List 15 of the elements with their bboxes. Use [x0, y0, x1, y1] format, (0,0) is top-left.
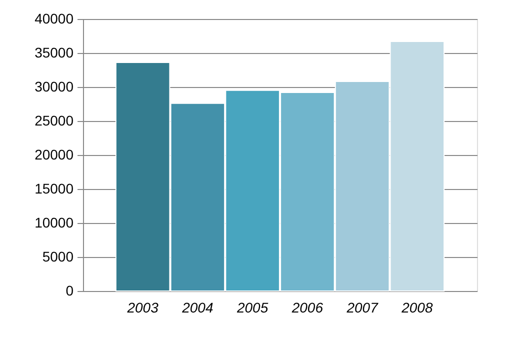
x-tick-label: 2008	[400, 300, 433, 316]
y-tick-label: 20000	[34, 146, 74, 162]
y-tick-label: 10000	[34, 214, 74, 230]
y-tick-label: 30000	[34, 78, 74, 94]
x-tick-label: 2005	[236, 300, 268, 316]
y-tick-label: 35000	[34, 44, 74, 60]
y-tick-label: 5000	[42, 248, 74, 264]
y-tick-label: 15000	[34, 180, 74, 196]
x-tick-label: 2004	[181, 300, 214, 316]
x-tick-label: 2006	[290, 300, 324, 316]
y-tick-label: 40000	[34, 10, 74, 26]
y-tick-label: 0	[66, 282, 74, 298]
y-tick-label: 25000	[34, 112, 74, 128]
x-tick-label: 2003	[126, 300, 159, 316]
x-tick-label: 2007	[346, 300, 380, 316]
